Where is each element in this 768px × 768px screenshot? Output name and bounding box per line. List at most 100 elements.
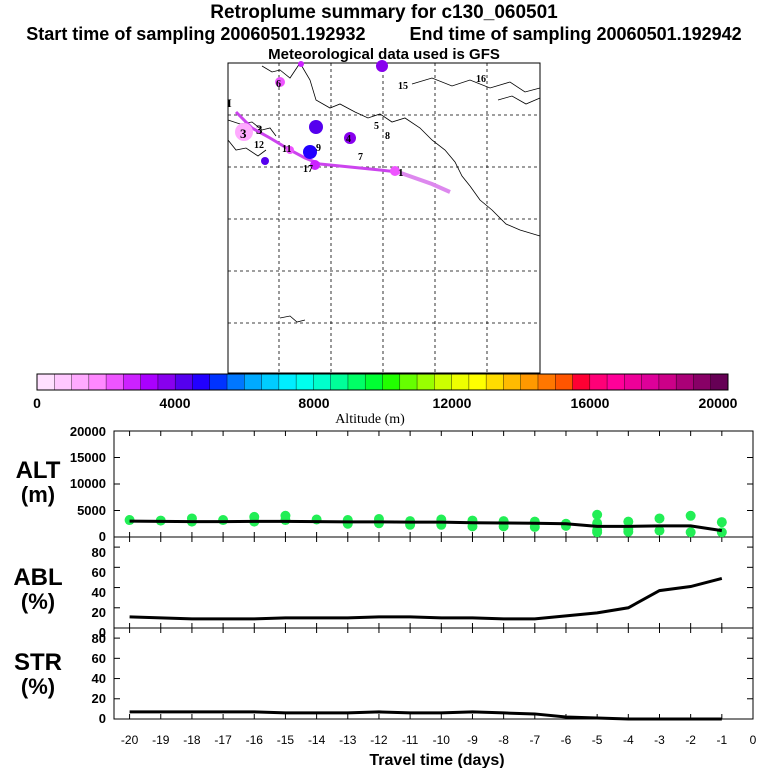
colorbar-cell xyxy=(71,374,90,390)
x-tick-label: -7 xyxy=(529,733,540,747)
map-marker-label: 11 xyxy=(282,144,291,155)
chart-title: Retroplume summary for c130_060501 xyxy=(210,2,558,23)
colorbar-tick-label: 12000 xyxy=(433,395,472,411)
alt-scatter-point xyxy=(654,513,665,524)
x-tick-label: -3 xyxy=(654,733,665,747)
abl-panel-label: ABL xyxy=(13,564,62,591)
colorbar-cell xyxy=(209,374,228,390)
abl-ytick-label: 80 xyxy=(92,545,106,560)
colorbar-cell xyxy=(106,374,124,390)
map-marker-label: 16 xyxy=(476,74,486,85)
x-tick-label: -4 xyxy=(623,733,634,747)
str-fraction-line xyxy=(129,710,722,721)
colorbar-tick-label: 4000 xyxy=(159,395,190,411)
timeseries-panels: ALT (m) ABL (%) STR (%) 20000 15000 1000… xyxy=(13,424,756,768)
alt-ytick-label: 20000 xyxy=(70,424,106,439)
colorbar-cell xyxy=(451,374,470,390)
map-gridlines xyxy=(228,63,540,373)
plume-marker xyxy=(310,160,320,170)
colorbar-cell xyxy=(710,374,729,390)
alt-ytick-label: 15000 xyxy=(70,450,106,465)
colorbar-cell xyxy=(347,374,366,390)
alt-scatter-point xyxy=(654,525,665,536)
map-frame xyxy=(227,62,541,374)
alt-scatter-point xyxy=(218,515,229,526)
colorbar-cell xyxy=(123,374,142,390)
end-time-label: End time of sampling 20060501.192942 xyxy=(409,24,742,44)
str-ytick-label: 20 xyxy=(92,691,106,706)
colorbar-cell xyxy=(572,374,591,390)
x-tick-label: -13 xyxy=(339,733,357,747)
map-marker-label: 8 xyxy=(385,131,390,142)
colorbar-cell xyxy=(641,374,660,390)
alt-panel-unit: (m) xyxy=(21,482,55,507)
colorbar-cell xyxy=(330,374,349,390)
x-tick-label: -2 xyxy=(685,733,696,747)
x-tick-label: -6 xyxy=(561,733,572,747)
colorbar-cell xyxy=(37,374,55,390)
x-tick-label: -10 xyxy=(433,733,451,747)
colorbar-cell xyxy=(192,374,211,390)
colorbar-cell xyxy=(244,374,263,390)
alt-ytick-label: 10000 xyxy=(70,476,106,491)
colorbar-cell xyxy=(658,374,677,390)
colorbar-cell xyxy=(520,374,539,390)
alt-scatter-point xyxy=(685,527,696,538)
x-tick-label: -8 xyxy=(498,733,509,747)
alt-panel-label: ALT xyxy=(16,457,61,484)
map-marker-label: 9 xyxy=(316,143,321,154)
x-tick-label: -14 xyxy=(308,733,326,747)
alt-scatter-point xyxy=(592,509,603,520)
x-tick-label: -18 xyxy=(183,733,201,747)
plume-marker xyxy=(376,60,388,72)
map-marker-label: 5 xyxy=(374,121,379,132)
series-lines xyxy=(129,519,723,721)
colorbar-cell xyxy=(607,374,625,390)
plume-marker xyxy=(235,123,253,141)
colorbar-tick-label: 20000 xyxy=(699,395,738,411)
sampling-time-line: Start time of sampling 20060501.192932 E… xyxy=(0,24,768,45)
trajectory-path-recent xyxy=(397,170,451,194)
alt-scatter-point xyxy=(342,518,353,529)
colorbar-cell xyxy=(537,374,556,390)
plume-marker xyxy=(298,61,304,67)
colorbar-tick-label: 0 xyxy=(33,395,41,411)
abl-ytick-label: 40 xyxy=(92,585,106,600)
trajectory-map: 1 3 4 5 6 7 8 9 11 12 15 16 17 3 I xyxy=(227,60,541,374)
alt-scatter-point xyxy=(623,516,634,527)
x-tick-label: -19 xyxy=(152,733,170,747)
abl-ytick-label: 20 xyxy=(92,605,106,620)
x-tick-label: -11 xyxy=(402,733,419,747)
start-time-label: Start time of sampling 20060501.192932 xyxy=(26,24,366,44)
x-tick-label: -15 xyxy=(277,733,295,747)
x-tick-label: -12 xyxy=(370,733,388,747)
x-tick-label: -20 xyxy=(121,733,139,747)
colorbar-cells xyxy=(37,374,729,390)
colorbar-cell xyxy=(365,374,383,390)
abl-ytick-label: 0 xyxy=(99,625,106,640)
colorbar-cell xyxy=(382,374,401,390)
abl-ytick-label: 60 xyxy=(92,565,106,580)
abl-fraction-line xyxy=(129,577,723,621)
alt-scatter-point xyxy=(685,510,696,521)
map-marker-label: 15 xyxy=(398,81,408,92)
altitude-colorbar: 0 4000 8000 12000 16000 20000 Altitude (… xyxy=(33,373,738,427)
alt-scatter-point xyxy=(592,527,603,538)
str-ytick-label: 60 xyxy=(92,651,106,666)
map-marker-label: 7 xyxy=(358,152,363,163)
x-axis-label: Travel time (days) xyxy=(369,752,504,768)
map-marker-label: 12 xyxy=(254,140,264,151)
colorbar-cell xyxy=(157,374,176,390)
str-panel-label: STR xyxy=(14,649,62,676)
map-marker-label: 3 xyxy=(256,122,263,137)
colorbar-cell xyxy=(589,374,608,390)
abl-panel-unit: (%) xyxy=(21,589,55,614)
plume-marker xyxy=(261,157,269,165)
colorbar-cell xyxy=(503,374,522,390)
colorbar-cell xyxy=(555,374,574,390)
colorbar-cell xyxy=(624,374,643,390)
met-data-label: Meteorological data used is GFS xyxy=(268,46,500,63)
colorbar-ticks xyxy=(54,374,711,390)
alt-ytick-label: 5000 xyxy=(77,503,106,518)
x-tick-label: 0 xyxy=(750,733,757,747)
